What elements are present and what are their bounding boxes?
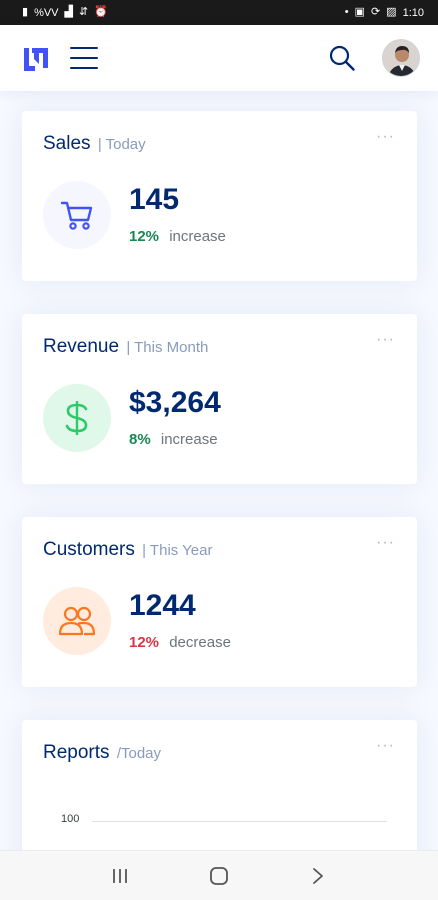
change-direction: increase <box>169 228 226 245</box>
change-direction: decrease <box>169 634 231 651</box>
card-period: /Today <box>116 745 162 762</box>
status-time: 1:10 <box>402 6 424 19</box>
system-nav-bar <box>0 850 438 900</box>
status-left: ▮ %VV ▟ ⇵ ⏰ <box>22 7 108 19</box>
image-icon: ▨ <box>386 6 397 18</box>
header-left <box>22 45 98 71</box>
back-button[interactable] <box>298 856 338 896</box>
y-axis-tick: 100 <box>61 813 80 825</box>
sales-card: Sales | Today ··· 145 12% increase <box>22 111 417 281</box>
menu-toggle-button[interactable] <box>70 47 98 69</box>
card-title: Revenue | This Month <box>43 336 208 358</box>
menu-line <box>70 57 98 59</box>
card-title-text: Revenue <box>43 336 120 357</box>
card-title: Customers | This Year <box>43 539 212 561</box>
card-menu-button[interactable]: ··· <box>376 737 395 754</box>
card-menu-button[interactable]: ··· <box>376 128 395 145</box>
card-change: 8% increase <box>129 431 218 448</box>
customers-card: Customers | This Year ··· 1244 12% decre… <box>22 517 417 687</box>
status-bar: ▮ %VV ▟ ⇵ ⏰ • ▣ ⟳ ▨ 1:10 <box>0 0 438 25</box>
lock-icon: ▮ <box>22 6 29 18</box>
card-title-text: Customers <box>43 539 135 560</box>
profile-photo-icon <box>383 40 419 76</box>
people-icon <box>58 606 96 636</box>
home-icon <box>210 866 228 885</box>
change-percent: 12% <box>129 634 160 651</box>
dollar-icon <box>65 401 88 435</box>
card-icon-circle <box>43 181 111 249</box>
cart-icon <box>60 201 93 230</box>
revenue-card: Revenue | This Month ··· $3,264 8% incre… <box>22 314 417 484</box>
change-percent: 12% <box>129 228 160 245</box>
change-direction: increase <box>160 431 218 448</box>
card-value: 1244 <box>129 589 196 622</box>
app-header <box>0 25 438 91</box>
card-title-text: Sales <box>43 133 91 154</box>
card-value: 145 <box>129 183 180 216</box>
wifi-icon: ⇵ <box>79 6 89 18</box>
status-text: %VV <box>34 6 59 19</box>
card-period: | This Month <box>126 339 209 356</box>
chart-gridline <box>92 821 387 822</box>
avatar[interactable] <box>382 39 420 77</box>
home-button[interactable] <box>199 856 239 896</box>
card-menu-button[interactable]: ··· <box>376 534 395 551</box>
search-icon[interactable] <box>328 44 356 72</box>
card-period: | This Year <box>142 542 213 559</box>
card-title-text: Reports <box>43 742 110 763</box>
card-value: $3,264 <box>129 386 221 419</box>
card-change: 12% increase <box>129 228 226 245</box>
recent-apps-button[interactable] <box>100 856 140 896</box>
alarm-icon: ⏰ <box>94 6 108 18</box>
card-change: 12% decrease <box>129 634 231 651</box>
header-right <box>328 39 420 77</box>
menu-line <box>70 67 98 69</box>
change-percent: 8% <box>129 431 151 448</box>
card-menu-button[interactable]: ··· <box>376 331 395 348</box>
card-icon-circle <box>43 384 111 452</box>
sync-icon: ⟳ <box>370 6 381 18</box>
card-period: | Today <box>97 136 146 153</box>
dot-icon: • <box>344 6 349 18</box>
signal-icon: ▟ <box>64 6 73 18</box>
battery-saver-icon: ▣ <box>354 6 365 18</box>
logo-icon[interactable] <box>22 45 50 71</box>
card-title: Sales | Today <box>43 133 146 155</box>
recent-apps-icon <box>112 868 127 883</box>
chevron-right-icon <box>313 867 324 884</box>
menu-line <box>70 47 98 49</box>
card-title: Reports /Today <box>43 742 161 764</box>
card-icon-circle <box>43 587 111 655</box>
status-right: • ▣ ⟳ ▨ 1:10 <box>345 7 424 19</box>
